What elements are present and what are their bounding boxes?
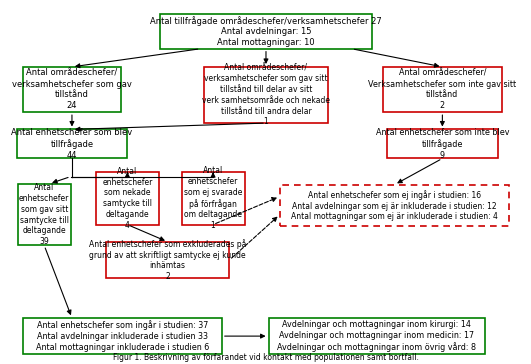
Text: Antal enhetschefer som ej ingår i studien: 16
Antal avdelningar som ej är inklud: Antal enhetschefer som ej ingår i studie… bbox=[291, 190, 498, 221]
Text: Antal områdeschefer/
Verksamhetschefer som inte gav sitt
tillstånd
2: Antal områdeschefer/ Verksamhetschefer s… bbox=[369, 69, 517, 110]
FancyBboxPatch shape bbox=[182, 172, 245, 225]
Text: Antal
enhetschefer
som nekade
samtycke till
deltagande
4: Antal enhetschefer som nekade samtycke t… bbox=[102, 167, 152, 230]
Text: Antal områdeschefer/
verksamhetschefer som gav sitt
tillstånd till delar av sitt: Antal områdeschefer/ verksamhetschefer s… bbox=[202, 64, 330, 126]
FancyBboxPatch shape bbox=[160, 14, 372, 49]
FancyBboxPatch shape bbox=[106, 242, 229, 278]
Text: Figur 1. Beskrivning av förfarandet vid kontakt med populationen samt bortfall.: Figur 1. Beskrivning av förfarandet vid … bbox=[113, 353, 418, 362]
FancyBboxPatch shape bbox=[383, 67, 502, 112]
Text: Antal enhetschefer som ingår i studien: 37
Antal avdelningar inkluderade i studi: Antal enhetschefer som ingår i studien: … bbox=[36, 320, 209, 352]
Text: Avdelningar och mottagningar inom kirurgi: 14
Avdelningar och mottagningar inom : Avdelningar och mottagningar inom kirurg… bbox=[277, 320, 476, 352]
FancyBboxPatch shape bbox=[16, 130, 127, 158]
FancyBboxPatch shape bbox=[269, 318, 485, 354]
FancyBboxPatch shape bbox=[280, 185, 509, 226]
Text: Antal områdeschefer/
verksamhetschefer som gav
tillstånd
24: Antal områdeschefer/ verksamhetschefer s… bbox=[12, 69, 132, 110]
Text: Antal enhetschefer som blev
tillfrågade
44: Antal enhetschefer som blev tillfrågade … bbox=[11, 128, 133, 160]
Text: Antal tillfrågade områdeschefer/verksamhetschefer 27
Antal avdelningar: 15
Antal: Antal tillfrågade områdeschefer/verksamh… bbox=[150, 16, 382, 47]
FancyBboxPatch shape bbox=[23, 67, 121, 112]
FancyBboxPatch shape bbox=[18, 184, 71, 245]
Text: Antal enhetschefer som exkluderades på
grund av att skriftligt samtycke ej kunde: Antal enhetschefer som exkluderades på g… bbox=[89, 239, 246, 281]
FancyBboxPatch shape bbox=[204, 67, 328, 123]
FancyBboxPatch shape bbox=[387, 130, 498, 158]
Text: Antal enhetschefer som inte blev
tillfrågade
9: Antal enhetschefer som inte blev tillfrå… bbox=[375, 128, 509, 160]
Text: Antal
enhetschefer
som gav sitt
samtycke till
deltagande
39: Antal enhetschefer som gav sitt samtycke… bbox=[19, 183, 70, 246]
FancyBboxPatch shape bbox=[96, 172, 159, 225]
Text: Antal
enhetschefer
som ej svarade
på förfrågan
om deltagande
1: Antal enhetschefer som ej svarade på för… bbox=[184, 166, 242, 230]
FancyBboxPatch shape bbox=[23, 318, 222, 354]
